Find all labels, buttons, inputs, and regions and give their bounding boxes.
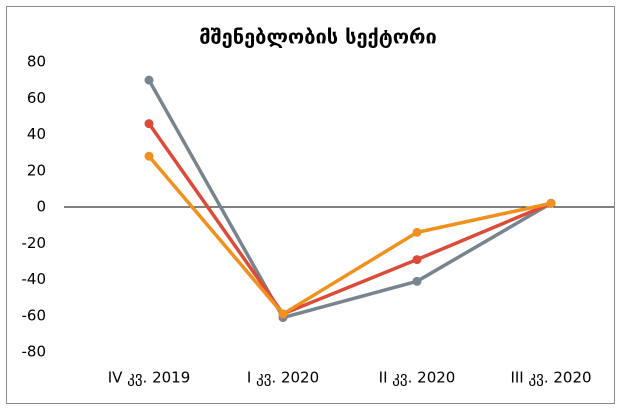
series-marker (412, 255, 422, 265)
y-tick-label: -80 (22, 343, 47, 361)
chart-title: მშენებლობის სექტორი (199, 25, 437, 49)
series-marker (144, 75, 154, 85)
series-line (147, 79, 552, 320)
series-marker (546, 198, 556, 208)
y-tick-label: -60 (22, 306, 47, 324)
y-tick-label: 0 (36, 198, 46, 216)
y-tick-label: -20 (22, 234, 47, 252)
y-tick-label: 20 (27, 161, 46, 179)
x-tick-label: II კვ. 2020 (379, 369, 456, 387)
series-marker (144, 151, 154, 161)
y-tick-label: 60 (27, 89, 46, 107)
x-tick-label: IV კვ. 2019 (108, 369, 191, 387)
series-marker (412, 227, 422, 237)
series-line (147, 122, 552, 316)
y-tick-label: -40 (22, 270, 47, 288)
series-line (147, 155, 552, 316)
y-tick-label: 40 (27, 125, 46, 143)
series-marker (144, 119, 154, 129)
y-tick-label: 80 (27, 53, 46, 71)
chart-border (6, 6, 615, 404)
x-tick-label: I კვ. 2020 (247, 369, 319, 387)
x-tick-label: III კვ. 2020 (510, 369, 591, 387)
series-marker (412, 276, 422, 286)
series-marker (278, 309, 288, 319)
